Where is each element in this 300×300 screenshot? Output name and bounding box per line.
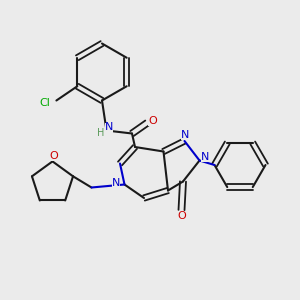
Text: O: O [177, 211, 186, 221]
Text: N: N [181, 130, 190, 140]
Text: Cl: Cl [39, 98, 50, 109]
Text: O: O [148, 116, 157, 126]
Text: N: N [105, 122, 113, 133]
Text: O: O [50, 151, 58, 161]
Text: N: N [112, 178, 120, 188]
Text: H: H [97, 128, 104, 138]
Text: N: N [201, 152, 209, 162]
